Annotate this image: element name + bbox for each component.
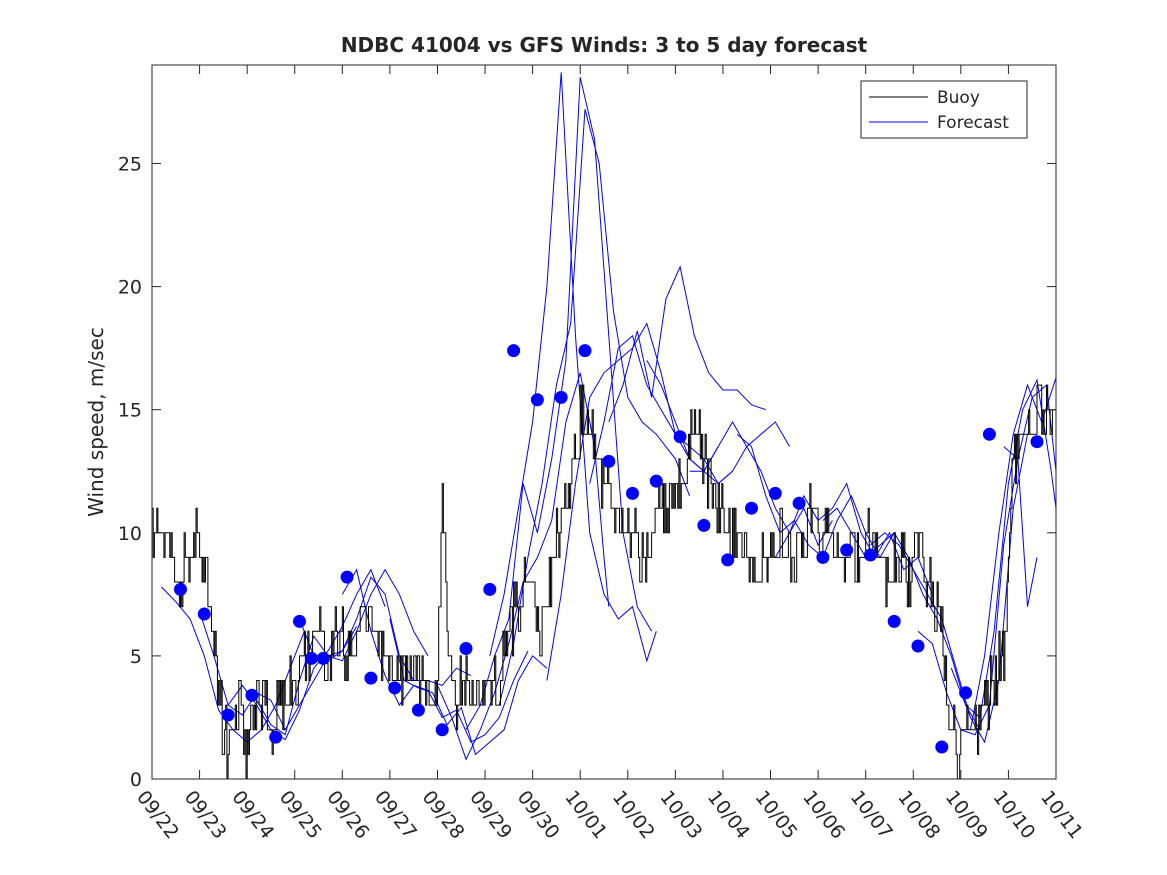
forecast-point bbox=[982, 427, 996, 441]
forecast-point bbox=[840, 543, 854, 557]
y-tick-label: 0 bbox=[130, 769, 142, 791]
forecast-point bbox=[304, 651, 318, 665]
forecast-line-7 bbox=[389, 618, 548, 756]
forecast-line-16 bbox=[689, 421, 833, 547]
forecast-point bbox=[721, 553, 735, 567]
forecast-point bbox=[293, 614, 306, 628]
forecast-point bbox=[792, 496, 806, 510]
y-tick-label: 20 bbox=[118, 277, 142, 299]
forecast-line-10 bbox=[489, 72, 657, 663]
forecast-point bbox=[578, 344, 592, 358]
forecast-point bbox=[673, 430, 687, 444]
legend: Buoy Forecast bbox=[860, 80, 1028, 139]
forecast-point bbox=[459, 642, 473, 655]
forecast-point bbox=[697, 518, 711, 532]
forecast-point bbox=[602, 454, 616, 468]
forecast-point bbox=[388, 681, 402, 695]
forecast-point bbox=[554, 390, 568, 404]
y-tick-label: 10 bbox=[118, 523, 142, 545]
forecast-line-11 bbox=[498, 109, 691, 706]
forecast-point bbox=[364, 671, 378, 685]
forecast-point bbox=[530, 393, 544, 407]
forecast-point bbox=[649, 474, 663, 488]
forecast-line-4 bbox=[256, 568, 429, 736]
y-tick-label: 25 bbox=[118, 153, 142, 175]
forecast-line-14 bbox=[608, 265, 766, 423]
y-tick-label: 5 bbox=[130, 646, 142, 668]
forecast-point bbox=[435, 723, 449, 737]
forecast-point bbox=[316, 651, 330, 665]
forecast-point bbox=[174, 582, 187, 596]
buoy-line bbox=[152, 384, 1056, 779]
forecast-point bbox=[887, 614, 901, 628]
forecast-point bbox=[483, 582, 497, 596]
forecast-point bbox=[745, 501, 758, 515]
forecast-point bbox=[626, 486, 639, 500]
forecast-point bbox=[245, 688, 259, 702]
forecast-point bbox=[959, 686, 973, 700]
forecast-point bbox=[768, 486, 782, 500]
forecast-point bbox=[340, 570, 354, 584]
forecast-point bbox=[935, 740, 949, 754]
y-tick-label: 15 bbox=[118, 400, 142, 422]
chart-title: NDBC 41004 vs GFS Winds: 3 to 5 day fore… bbox=[341, 33, 868, 57]
forecast-line-9 bbox=[465, 77, 653, 731]
forecast-line-2 bbox=[199, 611, 358, 731]
forecast-line-17 bbox=[736, 433, 895, 559]
forecast-line-22 bbox=[950, 378, 1056, 719]
legend-label-buoy: Buoy bbox=[937, 88, 980, 108]
forecast-point bbox=[911, 639, 925, 653]
forecast-line-20 bbox=[870, 434, 1028, 744]
y-axis-label: Wind speed, m/sec bbox=[84, 327, 108, 517]
legend-box bbox=[860, 80, 1028, 139]
axes-box bbox=[151, 64, 1057, 780]
legend-label-forecast: Forecast bbox=[937, 113, 1009, 133]
forecast-point bbox=[197, 607, 211, 621]
forecast-point bbox=[1030, 435, 1044, 449]
plot-content bbox=[152, 72, 1056, 779]
forecast-line-3 bbox=[227, 568, 386, 741]
forecast-point bbox=[863, 548, 877, 562]
forecast-point bbox=[221, 708, 235, 722]
forecast-point bbox=[507, 344, 521, 358]
forecast-point bbox=[411, 703, 425, 717]
forecast-point bbox=[816, 550, 830, 564]
forecast-line-24 bbox=[1003, 446, 1038, 607]
forecast-point bbox=[269, 730, 283, 744]
